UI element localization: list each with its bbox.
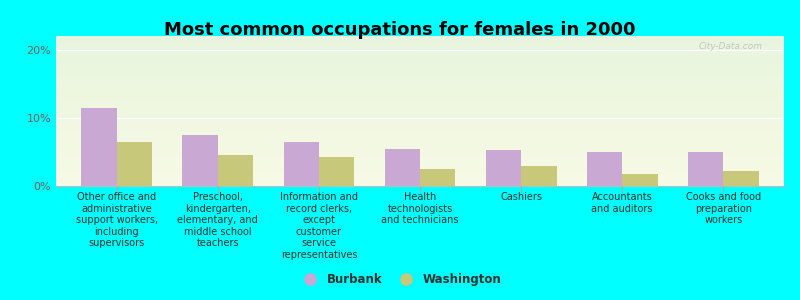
Text: Preschool,
kindergarten,
elementary, and
middle school
teachers: Preschool, kindergarten, elementary, and… bbox=[178, 192, 258, 248]
Bar bbox=[420, 169, 455, 186]
Bar bbox=[688, 152, 723, 186]
Text: Accountants
and auditors: Accountants and auditors bbox=[591, 192, 653, 214]
Bar bbox=[385, 148, 420, 186]
Bar bbox=[82, 108, 117, 186]
Text: Information and
record clerks,
except
customer
service
representatives: Information and record clerks, except cu… bbox=[280, 192, 358, 260]
Bar bbox=[182, 135, 218, 186]
Text: Most common occupations for females in 2000: Most common occupations for females in 2… bbox=[164, 21, 636, 39]
Bar bbox=[622, 174, 658, 186]
Bar bbox=[521, 166, 557, 186]
Bar bbox=[117, 142, 152, 186]
Legend: Burbank, Washington: Burbank, Washington bbox=[294, 269, 506, 291]
Text: Cooks and food
preparation
workers: Cooks and food preparation workers bbox=[686, 192, 761, 225]
Text: City-Data.com: City-Data.com bbox=[698, 42, 762, 51]
Text: Health
technologists
and technicians: Health technologists and technicians bbox=[382, 192, 458, 225]
Bar bbox=[723, 171, 758, 186]
Text: Other office and
administrative
support workers,
including
supervisors: Other office and administrative support … bbox=[76, 192, 158, 248]
Bar bbox=[283, 142, 319, 186]
Text: Cashiers: Cashiers bbox=[500, 192, 542, 202]
Bar bbox=[486, 150, 521, 186]
Bar bbox=[587, 152, 622, 186]
Bar bbox=[319, 157, 354, 186]
Bar bbox=[218, 155, 253, 186]
